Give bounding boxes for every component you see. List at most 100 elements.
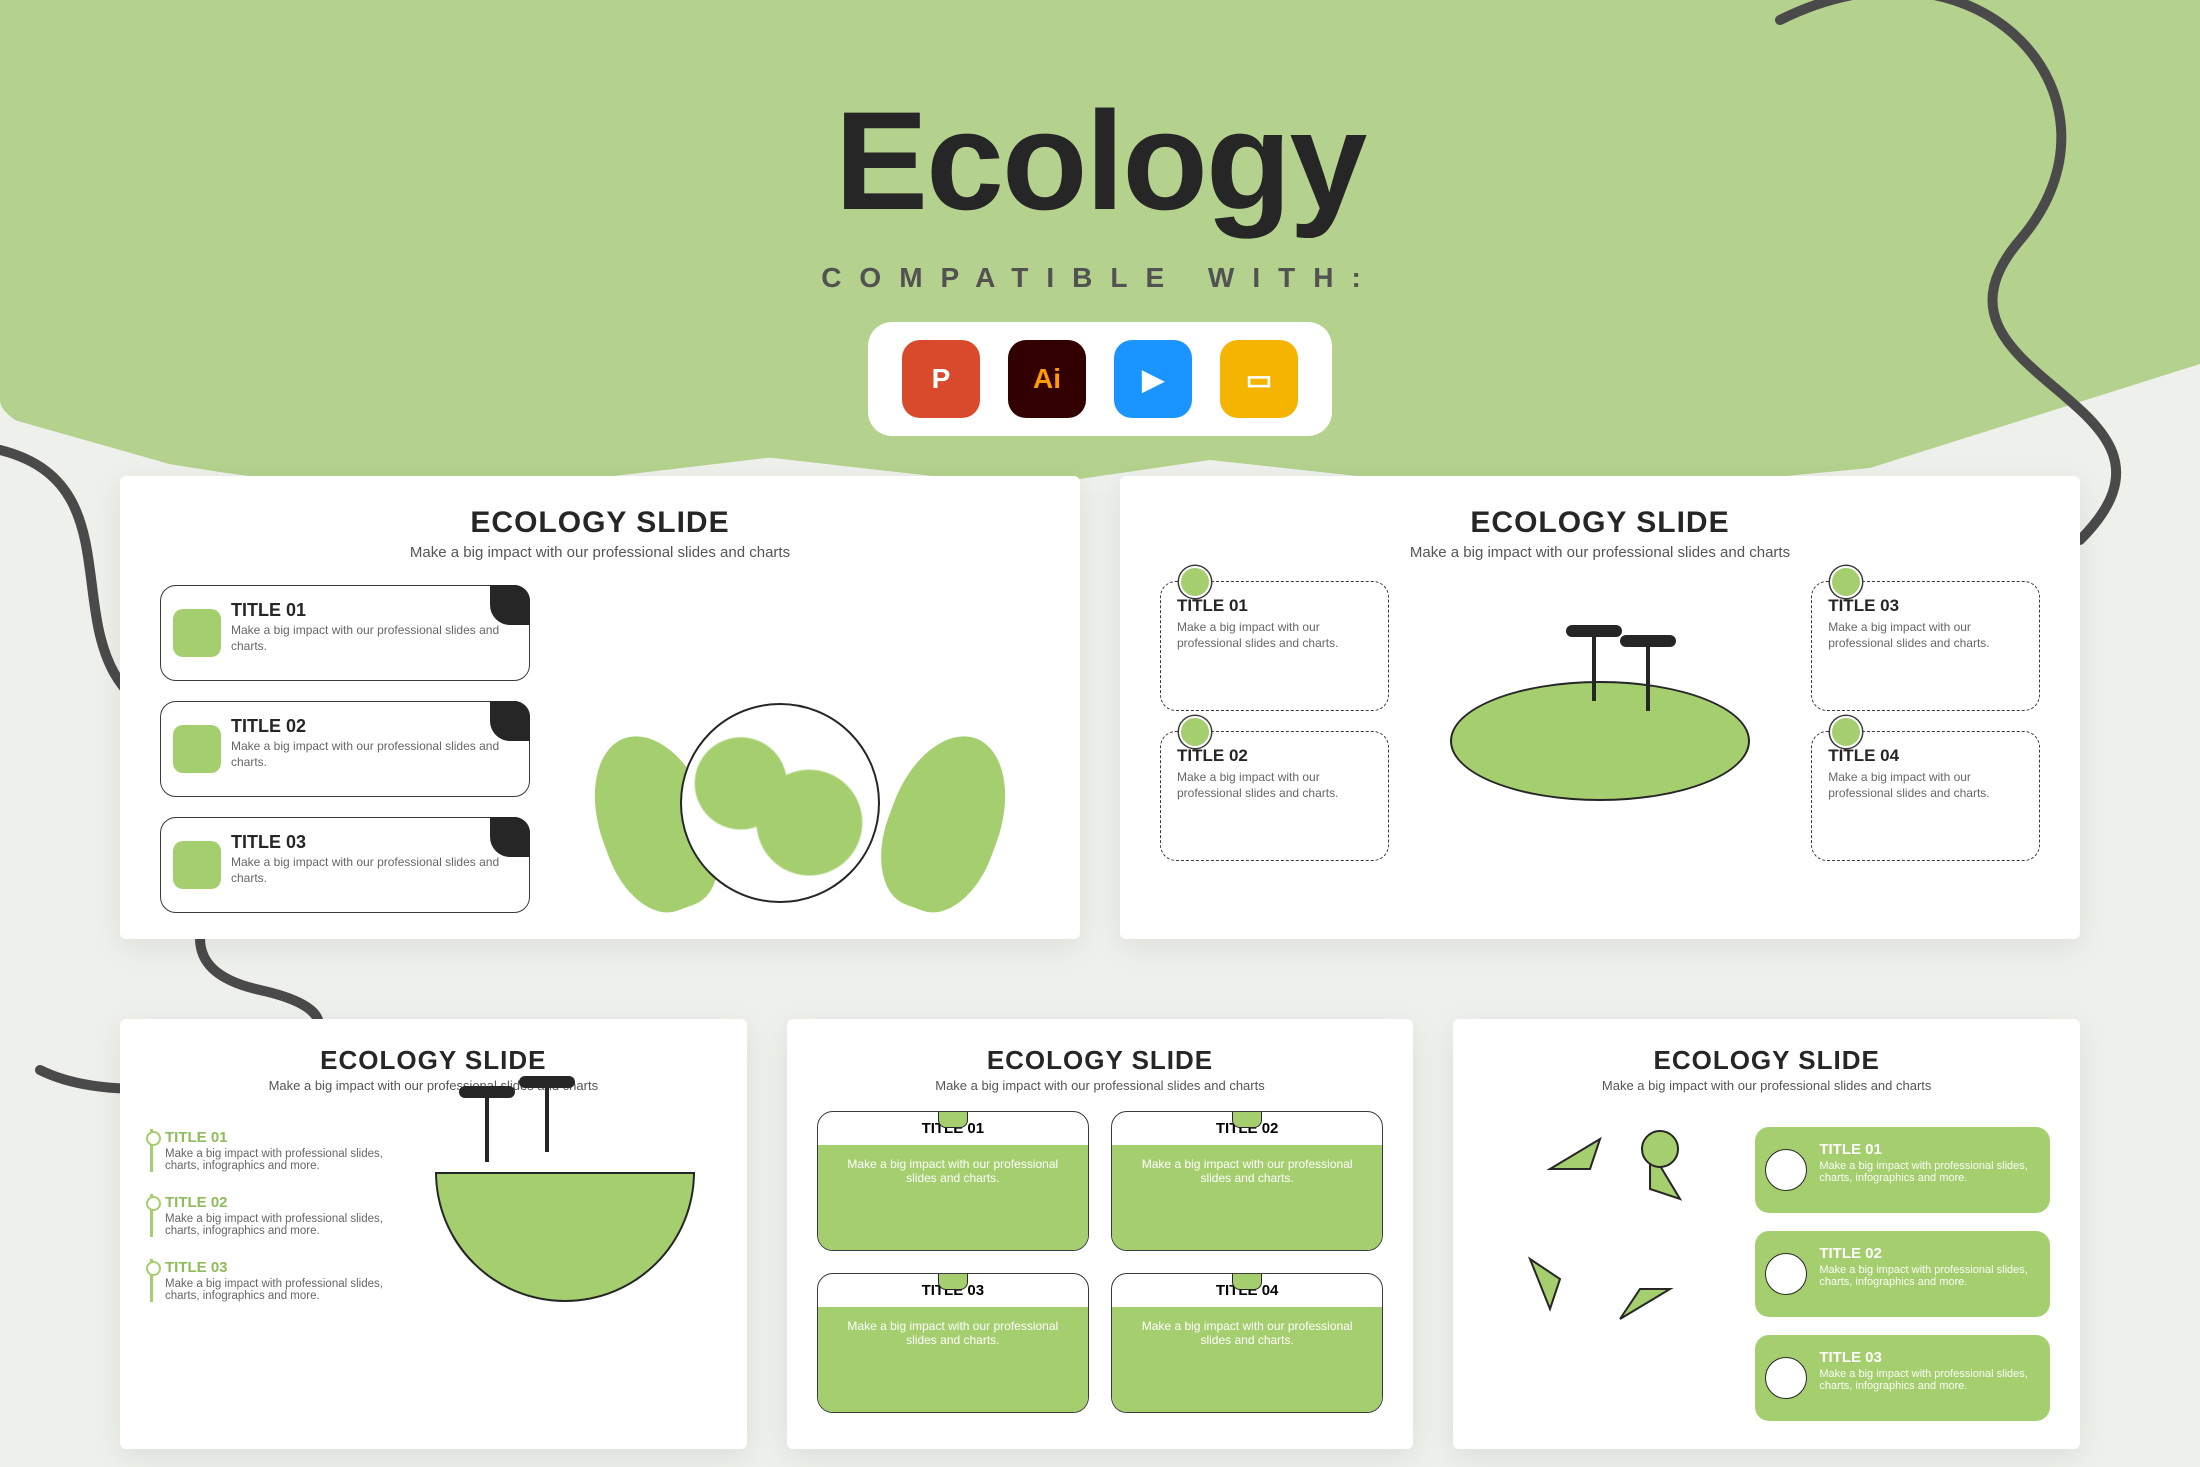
item-body: Make a big impact with professional slid…	[1819, 1368, 2034, 1392]
slide-subtitle: Make a big impact with our professional …	[1160, 544, 2040, 561]
dot-icon	[1179, 716, 1211, 748]
dot-icon	[1179, 566, 1211, 598]
slide-card-2: ECOLOGY SLIDE Make a big impact with our…	[1120, 476, 2080, 939]
slide-card-4: ECOLOGY SLIDE Make a big impact with our…	[787, 1019, 1414, 1449]
trees-icon	[173, 725, 221, 773]
slide-gallery: ECOLOGY SLIDE Make a big impact with our…	[120, 476, 2080, 1449]
item-body: Make a big impact with professional slid…	[165, 1278, 405, 1302]
google-slides-icon: ▭	[1220, 340, 1298, 418]
item-body: Make a big impact with professional slid…	[1819, 1160, 2034, 1184]
slide5-item-2: TITLE 02 Make a big impact with professi…	[1755, 1231, 2050, 1317]
hero-title: Ecology	[0, 80, 2200, 242]
wind-turbine-icon	[485, 1092, 489, 1162]
item-title: TITLE 03	[165, 1259, 405, 1276]
island-icon	[1450, 681, 1750, 801]
slide4-item-grid: TITLE 01 Make a big impact with our prof…	[817, 1111, 1384, 1413]
item-title: TITLE 02	[1819, 1245, 2034, 1262]
item-body: Make a big impact with our professional …	[818, 1307, 1088, 1412]
item-body: Make a big impact with our professional …	[1112, 1307, 1382, 1412]
item-title: TITLE 02	[165, 1194, 405, 1211]
plug-icon	[173, 841, 221, 889]
slide5-item-list: TITLE 01 Make a big impact with professi…	[1755, 1127, 2050, 1421]
item-body: Make a big impact with our professional …	[818, 1145, 1088, 1250]
slide1-item-list: TITLE 01 Make a big impact with our prof…	[160, 585, 530, 913]
hero: Ecology COMPATIBLE WITH: P Ai ▶ ▭	[0, 0, 2200, 436]
item-body: Make a big impact with professional slid…	[1819, 1264, 2034, 1288]
item-body: Make a big impact with our professional …	[231, 855, 513, 886]
item-body: Make a big impact with our professional …	[231, 623, 513, 654]
item-body: Make a big impact with our professional …	[1828, 620, 2023, 651]
slide-title: ECOLOGY SLIDE	[1160, 506, 2040, 540]
item-title: TITLE 01	[165, 1129, 405, 1146]
slide-subtitle: Make a big impact with our professional …	[817, 1078, 1384, 1093]
wind-turbine-icon	[1646, 641, 1650, 711]
slide-card-1: ECOLOGY SLIDE Make a big impact with our…	[120, 476, 1080, 939]
slide1-item-1: TITLE 01 Make a big impact with our prof…	[160, 585, 530, 681]
slide-card-3: ECOLOGY SLIDE Make a big impact with our…	[120, 1019, 747, 1449]
item-body: Make a big impact with our professional …	[1112, 1145, 1382, 1250]
slide2-item-1: TITLE 01 Make a big impact with our prof…	[1160, 581, 1389, 711]
slide5-item-3: TITLE 03 Make a big impact with professi…	[1755, 1335, 2050, 1421]
item-title: TITLE 03	[231, 832, 513, 853]
slide3-illustration	[425, 1111, 717, 1302]
item-title: TITLE 02	[231, 716, 513, 737]
item-body: Make a big impact with professional slid…	[165, 1148, 405, 1172]
item-body: Make a big impact with our professional …	[1177, 620, 1372, 651]
badge-icon	[1232, 1111, 1262, 1128]
slide5-illustration	[1483, 1109, 1737, 1421]
wind-turbine-icon	[1592, 631, 1596, 701]
item-body: Make a big impact with our professional …	[1177, 770, 1372, 801]
item-title: TITLE 03	[1828, 596, 2023, 616]
dot-icon	[1830, 716, 1862, 748]
item-title: TITLE 01	[231, 600, 513, 621]
illustrator-icon: Ai	[1008, 340, 1086, 418]
slide4-item-4: TITLE 04 Make a big impact with our prof…	[1111, 1273, 1383, 1413]
recycle-bag-icon	[1765, 1357, 1807, 1399]
item-body: Make a big impact with professional slid…	[165, 1213, 405, 1237]
dot-icon	[1830, 566, 1862, 598]
wind-turbine-icon	[545, 1082, 549, 1152]
slide2-item-4: TITLE 04 Make a big impact with our prof…	[1811, 731, 2040, 861]
badge-icon	[1232, 1273, 1262, 1290]
slide3-item-3: TITLE 03 Make a big impact with professi…	[150, 1259, 405, 1302]
slide4-item-1: TITLE 01 Make a big impact with our prof…	[817, 1111, 1089, 1251]
item-title: TITLE 03	[1819, 1349, 2034, 1366]
slide4-item-3: TITLE 03 Make a big impact with our prof…	[817, 1273, 1089, 1413]
illustrator-glyph: Ai	[1033, 363, 1061, 395]
slide-title: ECOLOGY SLIDE	[150, 1045, 717, 1076]
slide-subtitle: Make a big impact with our professional …	[150, 1078, 717, 1093]
slide5-item-1: TITLE 01 Make a big impact with professi…	[1755, 1127, 2050, 1213]
item-title: TITLE 04	[1828, 746, 2023, 766]
badge-icon	[938, 1273, 968, 1290]
globe-hand-icon	[1765, 1149, 1807, 1191]
slide1-item-3: TITLE 03 Make a big impact with our prof…	[160, 817, 530, 913]
item-title: TITLE 01	[1819, 1141, 2034, 1158]
slide3-item-2: TITLE 02 Make a big impact with professi…	[150, 1194, 405, 1237]
item-body: Make a big impact with our professional …	[1828, 770, 2023, 801]
slide2-item-3: TITLE 03 Make a big impact with our prof…	[1811, 581, 2040, 711]
slide-title: ECOLOGY SLIDE	[1483, 1045, 2050, 1076]
slide3-item-list: TITLE 01 Make a big impact with professi…	[150, 1129, 405, 1302]
slide-subtitle: Make a big impact with our professional …	[1483, 1078, 2050, 1093]
keynote-glyph: ▶	[1142, 363, 1164, 396]
powerpoint-icon: P	[902, 340, 980, 418]
item-body: Make a big impact with our professional …	[231, 739, 513, 770]
item-title: TITLE 02	[1177, 746, 1372, 766]
item-title: TITLE 01	[1177, 596, 1372, 616]
slide2-item-2: TITLE 02 Make a big impact with our prof…	[1160, 731, 1389, 861]
globe-icon	[680, 703, 880, 903]
slide-title: ECOLOGY SLIDE	[160, 506, 1040, 540]
slides-glyph: ▭	[1246, 363, 1272, 396]
hero-subtitle: COMPATIBLE WITH:	[0, 262, 2200, 294]
slide-title: ECOLOGY SLIDE	[817, 1045, 1384, 1076]
slide3-item-1: TITLE 01 Make a big impact with professi…	[150, 1129, 405, 1172]
slide4-item-2: TITLE 02 Make a big impact with our prof…	[1111, 1111, 1383, 1251]
factory-icon	[173, 609, 221, 657]
slide1-illustration	[560, 585, 1040, 913]
badge-icon	[938, 1111, 968, 1128]
leaf-icon	[863, 720, 1028, 927]
turbine-icon	[1765, 1253, 1807, 1295]
keynote-icon: ▶	[1114, 340, 1192, 418]
powerpoint-glyph: P	[932, 363, 951, 395]
slide1-item-2: TITLE 02 Make a big impact with our prof…	[160, 701, 530, 797]
